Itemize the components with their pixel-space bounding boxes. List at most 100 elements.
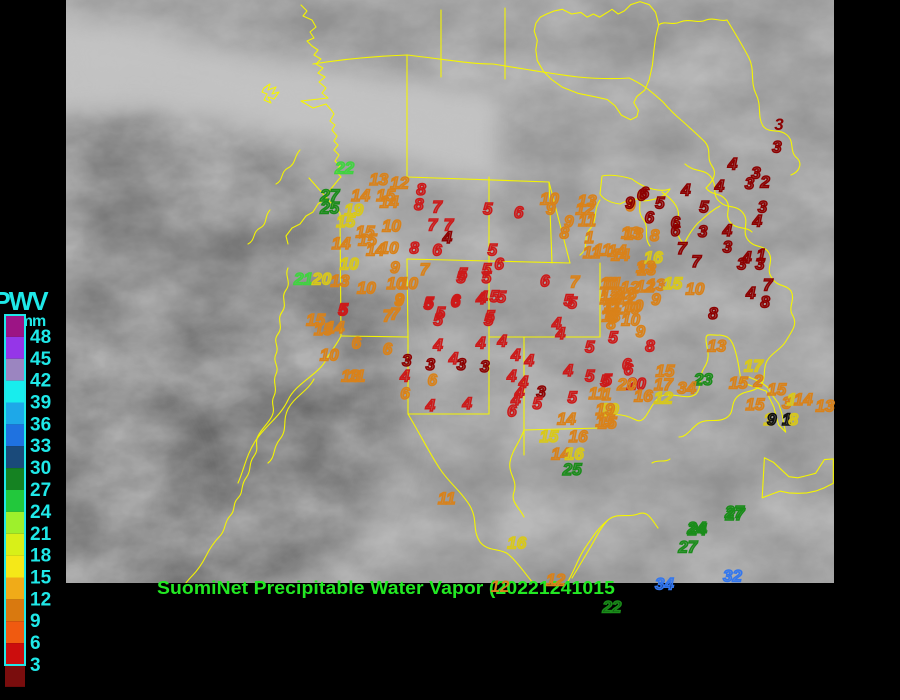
- svg-text:9: 9: [651, 290, 661, 309]
- svg-text:7: 7: [420, 260, 431, 279]
- svg-text:4: 4: [714, 177, 725, 196]
- svg-text:6: 6: [540, 272, 550, 291]
- svg-text:5: 5: [699, 197, 709, 216]
- svg-text:15: 15: [314, 320, 333, 339]
- svg-text:12: 12: [617, 289, 636, 308]
- svg-text:7: 7: [691, 252, 702, 271]
- svg-text:4: 4: [745, 283, 756, 302]
- svg-text:6: 6: [494, 254, 504, 273]
- svg-text:7: 7: [383, 306, 394, 325]
- svg-text:18: 18: [30, 546, 51, 567]
- svg-text:36: 36: [30, 414, 51, 435]
- svg-text:2: 2: [759, 173, 770, 192]
- svg-text:8: 8: [650, 226, 660, 245]
- svg-text:3: 3: [772, 138, 782, 157]
- svg-text:5: 5: [458, 265, 468, 284]
- svg-text:13: 13: [816, 397, 835, 416]
- svg-text:15: 15: [746, 395, 765, 414]
- svg-text:14: 14: [794, 390, 813, 409]
- svg-text:22: 22: [601, 598, 621, 617]
- svg-text:4: 4: [425, 396, 436, 415]
- svg-text:11: 11: [438, 489, 456, 508]
- svg-text:32: 32: [723, 567, 742, 586]
- svg-text:9: 9: [767, 410, 777, 429]
- svg-text:4: 4: [555, 324, 566, 343]
- svg-text:10: 10: [685, 279, 704, 298]
- svg-text:6: 6: [671, 221, 681, 240]
- svg-text:3: 3: [30, 655, 41, 676]
- svg-text:22: 22: [334, 158, 354, 177]
- svg-text:3: 3: [774, 115, 784, 134]
- svg-text:6: 6: [507, 402, 517, 421]
- svg-text:4: 4: [680, 181, 691, 200]
- svg-text:15: 15: [663, 274, 682, 293]
- svg-text:6: 6: [432, 241, 442, 260]
- svg-text:15: 15: [729, 373, 748, 392]
- svg-text:6: 6: [383, 340, 393, 359]
- svg-text:30: 30: [30, 458, 51, 479]
- svg-text:14: 14: [380, 193, 399, 212]
- svg-text:6: 6: [514, 203, 524, 222]
- svg-text:4: 4: [432, 336, 443, 355]
- svg-text:8: 8: [760, 292, 770, 311]
- svg-text:10: 10: [382, 217, 401, 236]
- svg-text:7: 7: [428, 216, 439, 235]
- svg-text:14: 14: [557, 410, 576, 429]
- svg-text:4: 4: [563, 361, 574, 380]
- svg-text:10: 10: [380, 238, 399, 257]
- svg-text:25: 25: [562, 460, 582, 479]
- svg-text:4: 4: [475, 289, 486, 308]
- svg-text:3: 3: [457, 355, 467, 374]
- svg-text:4: 4: [752, 212, 763, 231]
- svg-text:27: 27: [677, 538, 698, 557]
- svg-text:24: 24: [30, 502, 52, 523]
- svg-text:3: 3: [745, 174, 755, 193]
- svg-text:5: 5: [567, 388, 577, 407]
- svg-text:5: 5: [338, 301, 348, 320]
- svg-text:5: 5: [655, 194, 665, 213]
- svg-text:3: 3: [698, 222, 708, 241]
- svg-text:5: 5: [564, 291, 574, 310]
- svg-text:15: 15: [336, 212, 355, 231]
- svg-text:5: 5: [424, 295, 434, 314]
- svg-text:10: 10: [340, 254, 359, 273]
- svg-text:15: 15: [539, 427, 558, 446]
- svg-text:45: 45: [30, 349, 52, 370]
- svg-text:27: 27: [724, 503, 745, 522]
- svg-text:4: 4: [496, 332, 507, 351]
- svg-text:12: 12: [491, 577, 510, 596]
- svg-text:8: 8: [789, 410, 799, 429]
- svg-text:12: 12: [30, 589, 51, 610]
- svg-text:14: 14: [607, 242, 626, 261]
- svg-text:4: 4: [399, 367, 410, 386]
- svg-text:9: 9: [394, 291, 404, 310]
- svg-text:5: 5: [608, 328, 618, 347]
- svg-text:13: 13: [707, 337, 726, 356]
- svg-text:8: 8: [645, 337, 655, 356]
- svg-text:4: 4: [475, 334, 486, 353]
- svg-text:21: 21: [30, 524, 52, 545]
- svg-text:9: 9: [546, 200, 556, 219]
- svg-text:34: 34: [677, 378, 696, 397]
- svg-text:4: 4: [461, 394, 472, 413]
- svg-text:5: 5: [484, 310, 494, 329]
- svg-text:16: 16: [569, 427, 588, 446]
- svg-text:PWV: PWV: [0, 286, 49, 316]
- svg-text:4: 4: [727, 155, 738, 174]
- svg-text:6: 6: [352, 334, 362, 353]
- svg-text:39: 39: [30, 393, 51, 414]
- svg-text:6: 6: [637, 186, 647, 205]
- svg-text:9: 9: [30, 611, 41, 632]
- svg-text:5: 5: [433, 310, 443, 329]
- svg-text:5: 5: [585, 338, 595, 357]
- svg-text:16: 16: [634, 387, 653, 406]
- svg-text:10: 10: [320, 345, 339, 364]
- svg-text:5: 5: [483, 200, 493, 219]
- svg-text:12: 12: [654, 388, 673, 407]
- svg-text:11: 11: [348, 367, 366, 386]
- svg-text:15: 15: [30, 568, 52, 589]
- svg-text:4: 4: [510, 345, 521, 364]
- svg-text:4: 4: [741, 248, 752, 267]
- svg-text:24: 24: [687, 520, 707, 539]
- svg-text:5: 5: [532, 394, 542, 413]
